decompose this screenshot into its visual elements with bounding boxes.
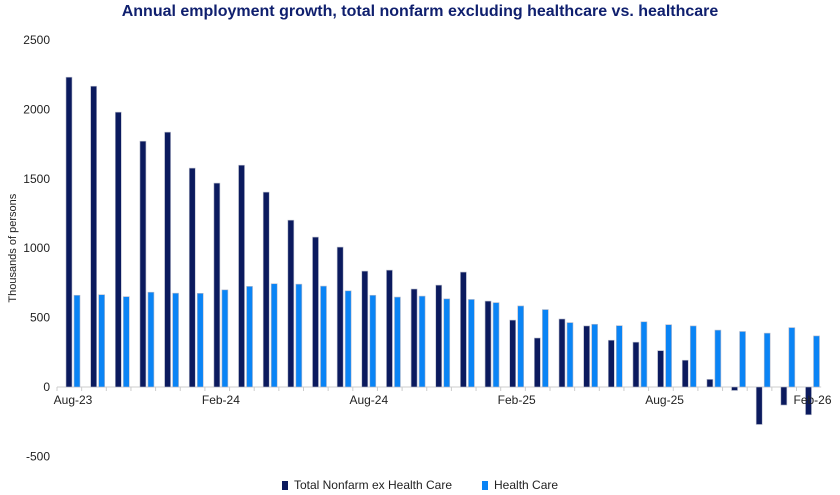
bar-healthcare-Aug-25 — [665, 324, 672, 388]
bar-healthcare-May-24 — [295, 283, 303, 388]
y-tick-label: -500 — [26, 449, 50, 463]
bar-nonfarm-Feb-25 — [509, 319, 517, 388]
bar-nonfarm-Jul-24 — [336, 246, 344, 388]
bar-healthcare-Feb-26 — [813, 335, 820, 388]
bar-nonfarm-Dec-24 — [460, 271, 467, 388]
bar-nonfarm-Sep-23 — [90, 85, 97, 388]
y-tick-label: 0 — [43, 380, 50, 394]
y-tick-label: 1500 — [23, 172, 50, 186]
bar-nonfarm-Jan-25 — [484, 300, 492, 388]
legend-swatch-nonfarm — [281, 480, 288, 490]
bar-healthcare-Sep-24 — [394, 296, 401, 388]
bar-healthcare-Oct-23 — [123, 296, 130, 388]
bar-healthcare-Mar-25 — [542, 309, 549, 388]
bar-nonfarm-Dec-23 — [164, 131, 171, 388]
bar-nonfarm-Jul-25 — [632, 341, 640, 388]
bar-nonfarm-May-24 — [287, 219, 295, 388]
bar-nonfarm-Mar-24 — [238, 164, 245, 388]
bar-nonfarm-Aug-24 — [361, 270, 369, 388]
bar-nonfarm-Nov-23 — [139, 140, 147, 388]
bar-nonfarm-May-25 — [583, 325, 590, 388]
bar-healthcare-Jun-25 — [615, 325, 623, 388]
legend-label-nonfarm: Total Nonfarm ex Health Care — [293, 478, 453, 492]
bar-healthcare-Apr-24 — [270, 283, 278, 388]
bar-healthcare-Feb-24 — [221, 289, 229, 388]
bar-healthcare-May-25 — [591, 323, 598, 388]
x-tick-label: Aug-24 — [349, 393, 388, 407]
bar-nonfarm-Oct-23 — [115, 111, 122, 388]
x-tick-label: Aug-25 — [645, 393, 684, 407]
bar-nonfarm-Sep-24 — [386, 269, 393, 388]
bar-healthcare-Apr-25 — [566, 322, 574, 388]
x-tick-label: Feb-24 — [202, 393, 240, 407]
bar-healthcare-Jul-24 — [344, 290, 352, 388]
bar-healthcare-Oct-24 — [418, 295, 426, 388]
bar-nonfarm-Sep-25 — [681, 359, 689, 388]
bar-healthcare-Jun-24 — [320, 285, 327, 388]
chart-title: Annual employment growth, total nonfarm … — [121, 3, 719, 20]
bar-healthcare-Dec-24 — [468, 299, 475, 388]
bar-healthcare-Aug-24 — [369, 294, 377, 388]
bar-nonfarm-Oct-24 — [410, 288, 418, 388]
bar-nonfarm-Nov-25 — [731, 386, 738, 391]
x-tick-label: Aug-23 — [54, 393, 93, 407]
bar-nonfarm-Mar-25 — [534, 337, 541, 388]
y-tick-label: 2000 — [23, 102, 50, 116]
bar-healthcare-Jul-25 — [640, 321, 648, 388]
bar-nonfarm-Jan-26 — [780, 386, 788, 406]
x-tick-label: Feb-26 — [793, 393, 831, 407]
bar-healthcare-Jan-24 — [196, 293, 204, 388]
bar-healthcare-Jan-25 — [492, 302, 500, 388]
legend: Total Nonfarm ex Health Care Health Care — [0, 478, 840, 492]
bar-healthcare-Nov-25 — [739, 331, 746, 388]
y-tick-label: 1000 — [23, 241, 50, 255]
bar-nonfarm-Feb-26 — [805, 386, 812, 416]
y-tick-label: 2500 — [23, 33, 50, 47]
bar-healthcare-Dec-25 — [763, 332, 771, 388]
legend-item-nonfarm: Total Nonfarm ex Health Care — [281, 478, 453, 492]
bar-nonfarm-Aug-25 — [657, 350, 664, 388]
bar-nonfarm-Dec-25 — [755, 386, 763, 425]
y-axis-label: Thousands of persons — [7, 193, 19, 302]
bar-healthcare-Oct-25 — [714, 329, 722, 388]
bar-healthcare-Aug-23 — [73, 294, 81, 388]
bar-healthcare-Jan-26 — [788, 327, 796, 388]
bar-nonfarm-Nov-24 — [435, 284, 443, 388]
bar-nonfarm-Jun-24 — [312, 236, 319, 388]
legend-item-healthcare: Health Care — [482, 478, 558, 492]
bar-nonfarm-Aug-23 — [65, 76, 73, 388]
bar-nonfarm-Feb-24 — [213, 182, 221, 388]
bar-nonfarm-Apr-25 — [558, 318, 566, 388]
bar-nonfarm-Jan-24 — [188, 167, 196, 388]
bar-nonfarm-Oct-25 — [706, 379, 714, 388]
bar-healthcare-Sep-25 — [689, 325, 697, 388]
bar-nonfarm-Apr-24 — [262, 191, 270, 388]
y-tick-label: 500 — [30, 311, 50, 325]
legend-swatch-healthcare — [482, 480, 489, 490]
bar-healthcare-Nov-23 — [147, 291, 155, 388]
bar-healthcare-Mar-24 — [246, 286, 253, 388]
legend-label-healthcare: Health Care — [494, 478, 559, 492]
bar-healthcare-Dec-23 — [172, 292, 179, 388]
bar-healthcare-Nov-24 — [443, 298, 451, 388]
bar-healthcare-Feb-25 — [517, 305, 525, 388]
bar-healthcare-Sep-23 — [98, 294, 105, 388]
bar-nonfarm-Jun-25 — [607, 339, 615, 388]
x-tick-label: Feb-25 — [498, 393, 536, 407]
